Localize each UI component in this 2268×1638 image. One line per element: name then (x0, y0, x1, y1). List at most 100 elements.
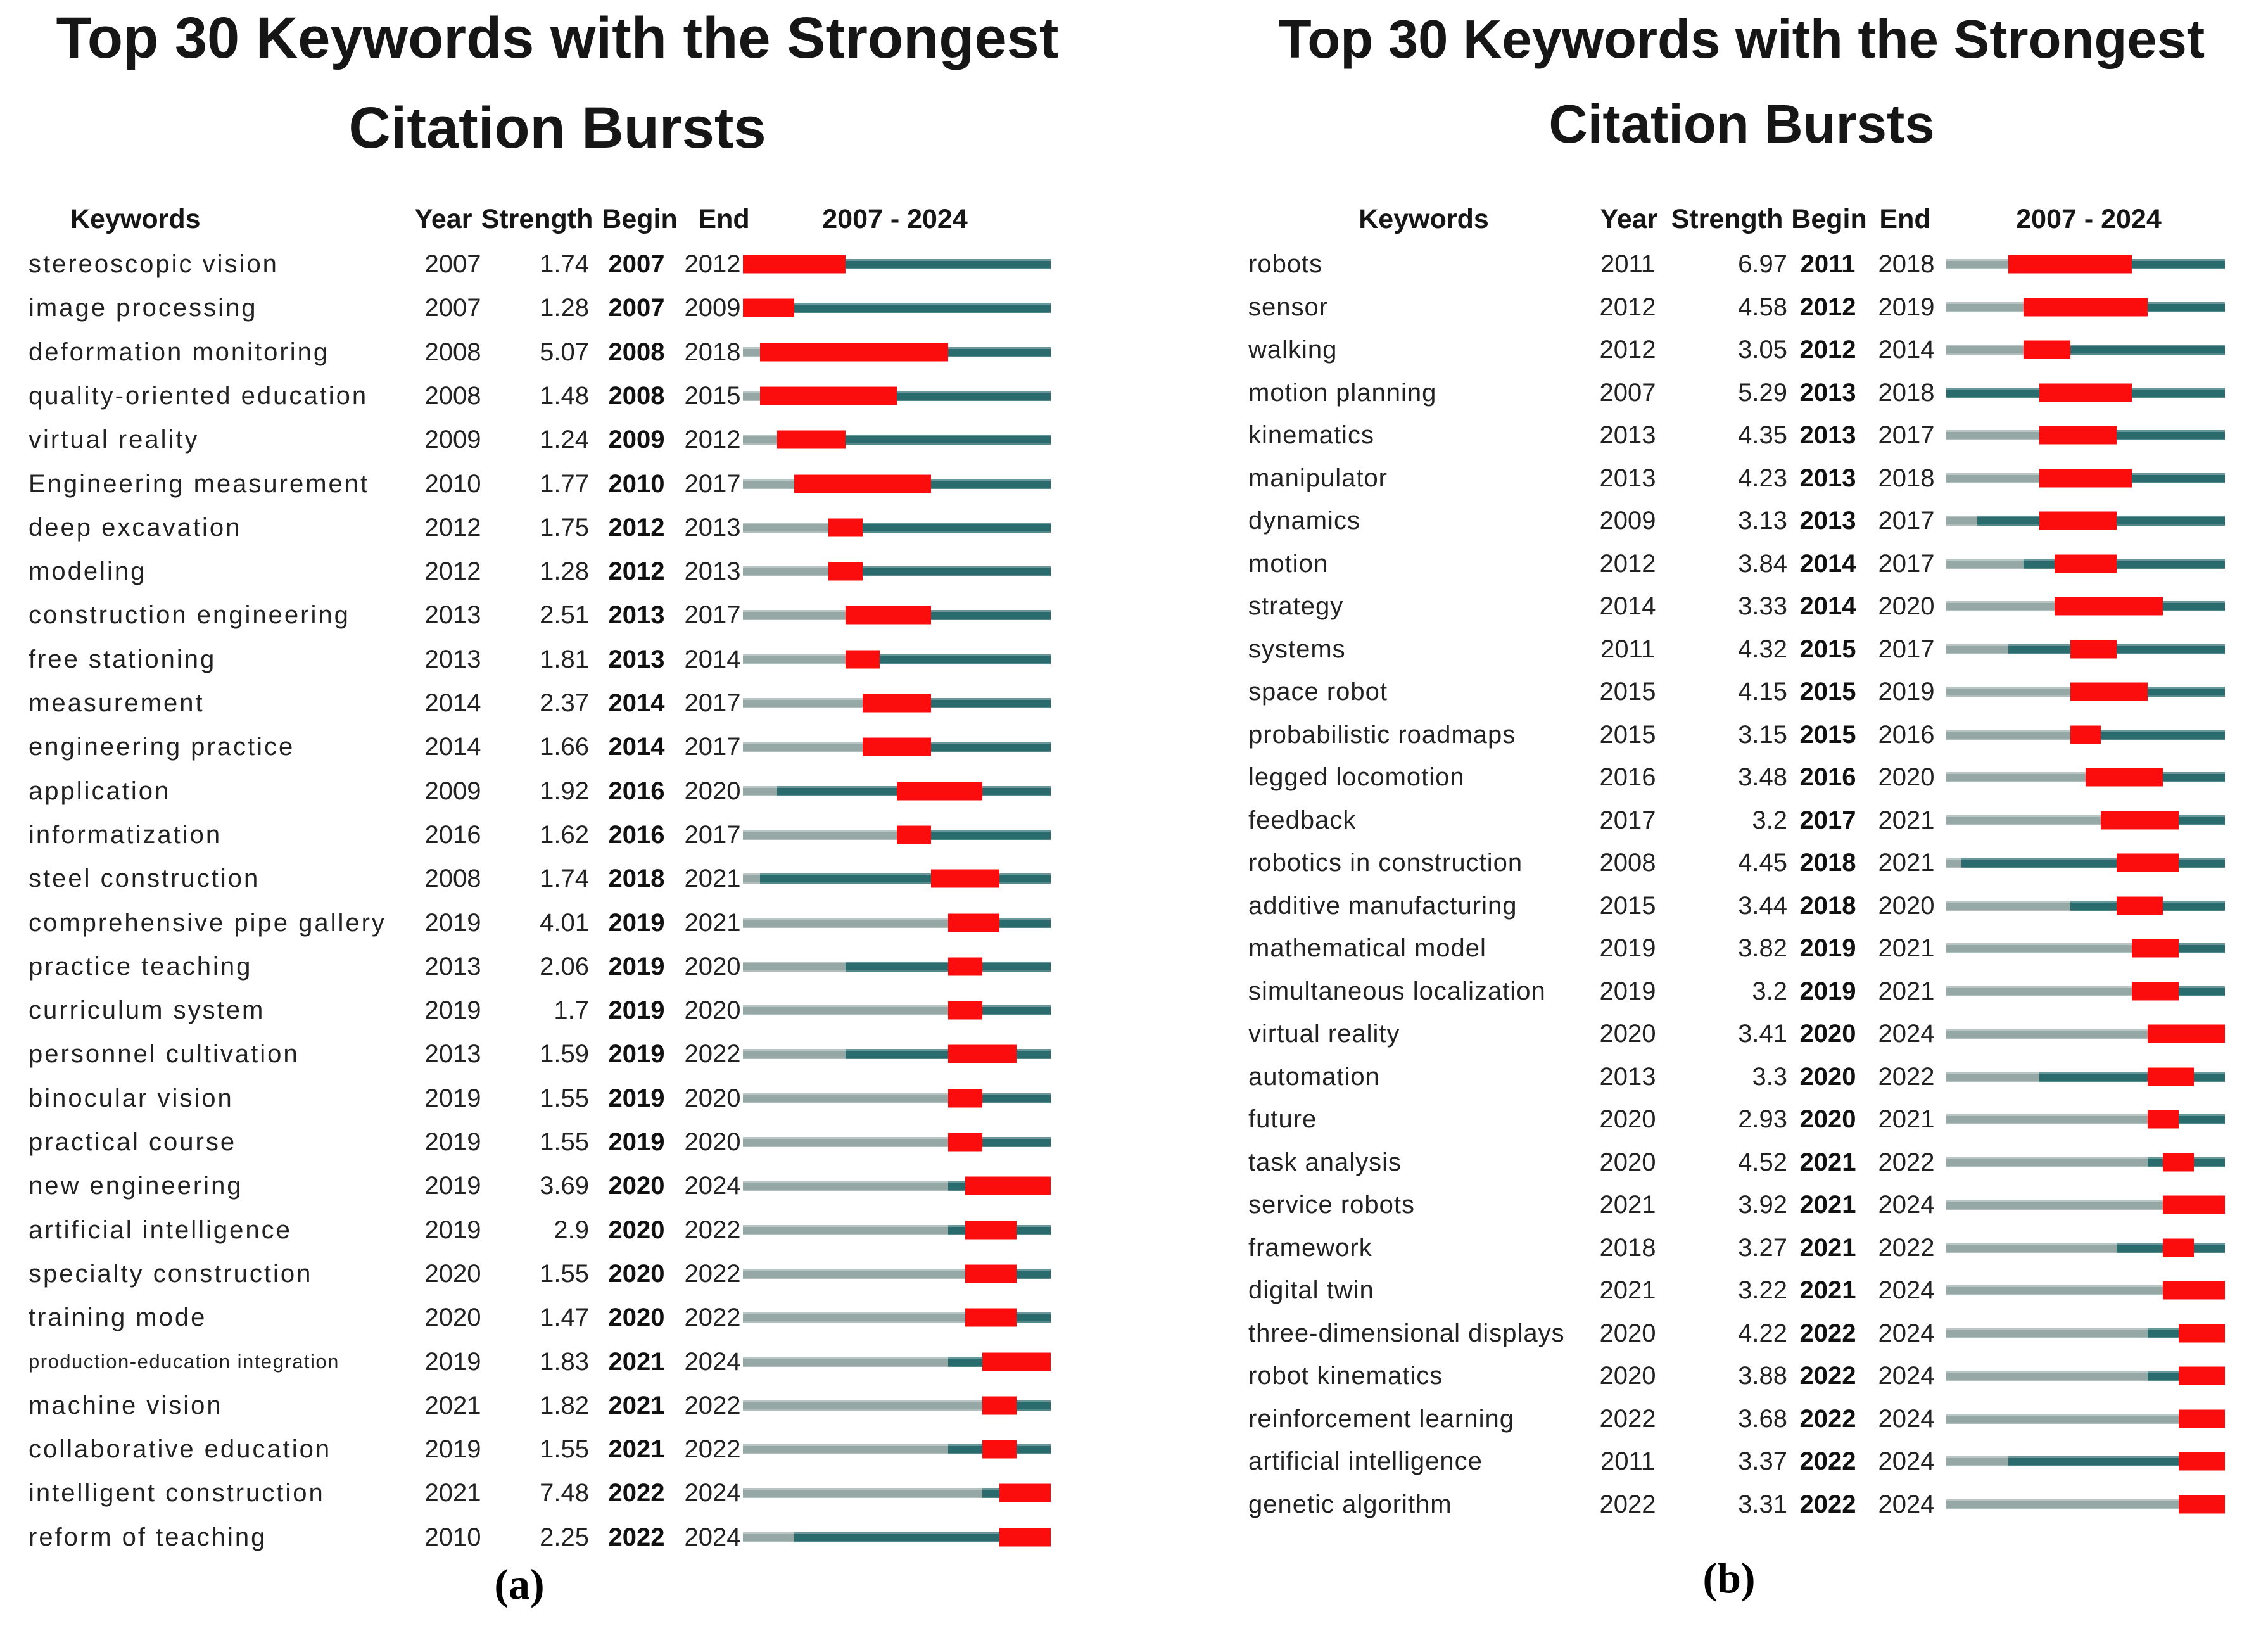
burst-segment (2086, 768, 2163, 787)
pre-appearance-segment (1946, 516, 1977, 526)
strength-cell: 5.29 (1738, 378, 1787, 407)
keyword-cell: virtual reality (29, 426, 200, 454)
active-segment (948, 1356, 982, 1367)
pre-appearance-segment (743, 610, 846, 621)
table-row: construction engineering 2013 2.51 2013 2017 (0, 597, 2268, 633)
end-cell: 2013 (684, 557, 741, 586)
post-burst-segment (2147, 687, 2225, 697)
burst-segment (2039, 426, 2117, 445)
pre-appearance-segment (1946, 858, 1962, 868)
timeline-bar (1946, 1272, 2225, 1309)
pre-appearance-segment (743, 435, 777, 445)
pre-appearance-segment (1946, 900, 2070, 911)
chart-b-title-line2: Citation Bursts (1549, 94, 1935, 155)
begin-cell: 2022 (1799, 1404, 1856, 1433)
end-cell: 2024 (684, 1479, 741, 1508)
post-burst-segment (1017, 1444, 1051, 1455)
begin-cell: 2013 (608, 601, 665, 630)
burst-segment (2039, 469, 2132, 487)
strength-cell: 2.37 (540, 689, 589, 717)
begin-cell: 2020 (1799, 1062, 1856, 1091)
year-cell: 2010 (424, 469, 481, 498)
timeline-bar (1946, 588, 2225, 625)
end-cell: 2020 (1878, 592, 1935, 620)
strength-cell: 3.41 (1738, 1020, 1787, 1048)
chart-b-column-header-keywords: Keywords (1359, 204, 1489, 234)
begin-cell: 2020 (608, 1216, 665, 1244)
timeline-bar (743, 1080, 1051, 1117)
timeline-bar (1946, 631, 2225, 668)
burst-segment (2147, 1067, 2195, 1086)
year-cell: 2012 (1599, 336, 1656, 364)
post-burst-segment (2194, 1242, 2225, 1253)
year-cell: 2019 (424, 996, 481, 1025)
timeline-bar (743, 553, 1051, 590)
keyword-cell: new engineering (29, 1172, 243, 1200)
burst-segment (982, 1396, 1017, 1415)
burst-segment (846, 606, 931, 625)
table-row: digital twin 2021 3.22 2021 2024 (0, 1272, 2268, 1309)
timeline-bar (1946, 1144, 2225, 1181)
keyword-cell: artificial intelligence (1248, 1447, 1483, 1475)
pre-appearance-segment (1946, 430, 2039, 440)
table-row: space robot 2015 4.15 2015 2019 (0, 673, 2268, 710)
year-cell: 2011 (1600, 250, 1655, 278)
begin-cell: 2018 (1799, 891, 1856, 920)
keyword-cell: binocular vision (29, 1084, 234, 1112)
timeline-bar (1946, 1400, 2225, 1437)
end-cell: 2021 (1878, 934, 1935, 962)
pre-appearance-segment (1946, 302, 2024, 312)
post-burst-segment (982, 1093, 1051, 1103)
end-cell: 2017 (684, 820, 741, 849)
post-burst-segment (2116, 516, 2225, 526)
post-burst-segment (2101, 729, 2225, 740)
burst-segment (2147, 1110, 2179, 1129)
timeline-bar (1946, 246, 2225, 283)
strength-cell: 3.22 (1738, 1276, 1787, 1304)
pre-appearance-segment (1946, 644, 2008, 654)
keyword-cell: construction engineering (29, 601, 350, 630)
subfigure-label-a: (a) (494, 1560, 545, 1608)
timeline-bar (1946, 374, 2225, 411)
begin-cell: 2019 (608, 996, 665, 1025)
pre-appearance-segment (743, 829, 897, 840)
timeline-bar (1946, 716, 2225, 753)
end-cell: 2021 (1878, 1105, 1935, 1133)
year-cell: 2010 (424, 1523, 481, 1551)
timeline-bar (743, 685, 1051, 721)
strength-cell: 2.93 (1738, 1105, 1787, 1133)
pre-appearance-segment (743, 1137, 948, 1147)
pre-appearance-segment (743, 698, 863, 708)
active-segment (2147, 1157, 2163, 1167)
begin-cell: 2015 (1799, 720, 1856, 749)
keyword-cell: informatization (29, 820, 222, 849)
post-burst-segment (1017, 1400, 1051, 1411)
active-segment (2008, 644, 2070, 654)
active-segment (2147, 1328, 2179, 1338)
strength-cell: 4.58 (1738, 293, 1787, 321)
year-cell: 2017 (1599, 806, 1656, 834)
year-cell: 2019 (424, 1216, 481, 1244)
burst-segment (2178, 1409, 2225, 1428)
active-segment (948, 1444, 982, 1455)
keyword-cell: quality-oriented education (29, 381, 369, 410)
keyword-cell: walking (1248, 336, 1338, 364)
table-row: intelligent construction 2021 7.48 2022 2024 (0, 1475, 2268, 1511)
keyword-cell: training mode (29, 1304, 207, 1332)
burst-segment (743, 255, 846, 274)
burst-segment (2070, 640, 2117, 658)
keyword-cell: simultaneous localization (1248, 977, 1546, 1005)
post-burst-segment (2116, 558, 2225, 569)
end-cell: 2024 (1878, 1447, 1935, 1475)
table-row: sensor 2012 4.58 2012 2019 (0, 289, 2268, 326)
timeline-bar (1946, 1443, 2225, 1480)
burst-segment (2163, 1238, 2195, 1257)
begin-cell: 2020 (608, 1259, 665, 1288)
strength-cell: 4.52 (1738, 1148, 1787, 1176)
table-row: curriculum system 2019 1.7 2019 2020 (0, 992, 2268, 1029)
end-cell: 2017 (1878, 549, 1935, 578)
table-row: measurement 2014 2.37 2014 2017 (0, 685, 2268, 721)
table-row: kinematics 2013 4.35 2013 2017 (0, 417, 2268, 454)
